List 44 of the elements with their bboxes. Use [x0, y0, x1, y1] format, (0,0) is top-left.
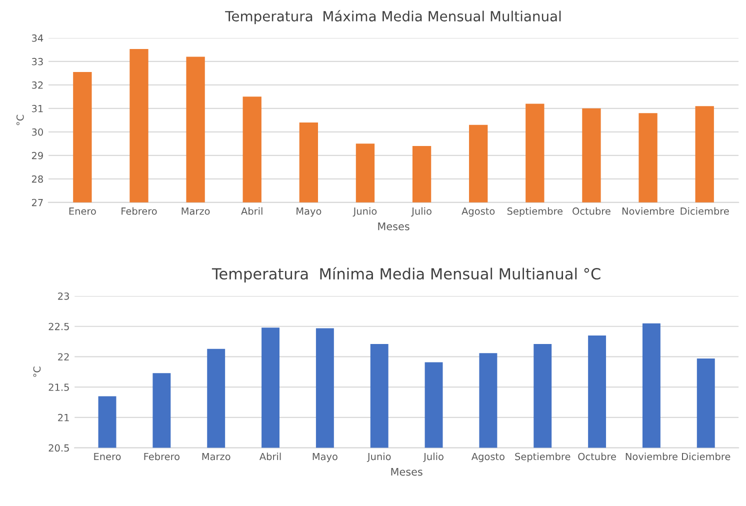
x-tick-label: Octubre — [578, 452, 616, 460]
y-tick-label: 32 — [32, 81, 43, 89]
x-tick-label: Agosto — [471, 452, 504, 462]
x-tick-label: Noviembre — [622, 207, 674, 215]
x-tick-label: Noviembre — [626, 452, 678, 460]
x-tick-label: Enero — [94, 452, 121, 460]
x-tick-label: Agosto — [462, 208, 495, 217]
x-tick-label: Mayo — [296, 208, 322, 217]
x-axis-title: Meses — [391, 468, 422, 476]
y-tick-label: 34 — [32, 34, 44, 42]
y-tick-label: 28 — [32, 175, 43, 183]
y-tick-label: 29 — [32, 152, 43, 160]
chart-title: Temperatura Máxima Media Mensual Multianual — [225, 10, 561, 24]
x-tick-label: Septiembre — [507, 207, 563, 217]
y-tick-label: 22.5 — [48, 322, 69, 330]
y-tick-label: 31 — [32, 104, 43, 112]
y-tick-label: 20.5 — [48, 444, 69, 452]
x-tick-label: Diciembre — [682, 452, 730, 460]
y-axis-title: °C — [33, 366, 41, 377]
y-tick-label: 22 — [58, 353, 69, 360]
x-tick-label: Junio — [352, 207, 377, 217]
y-tick-label: 21.5 — [48, 384, 69, 391]
x-tick-label: Julio — [423, 452, 444, 462]
y-tick-label: 21 — [58, 414, 69, 422]
x-tick-label: Julio — [411, 207, 432, 217]
x-tick-label: Mayo — [312, 452, 338, 462]
x-tick-label: Junio — [366, 452, 391, 462]
y-tick-label: 27 — [32, 198, 43, 206]
x-tick-label: Febrero — [122, 207, 157, 215]
x-tick-label: Marzo — [202, 452, 230, 460]
x-tick-label: Abril — [259, 452, 281, 460]
x-tick-label: Marzo — [182, 208, 210, 215]
y-tick-label: 30 — [32, 128, 43, 136]
y-tick-label: 23 — [58, 292, 69, 300]
y-axis-title: °C — [16, 114, 24, 126]
x-axis-title: Meses — [378, 222, 410, 230]
x-tick-label: Febrero — [144, 452, 180, 460]
x-tick-label: Septiembre — [515, 452, 570, 462]
x-tick-label: Abril — [241, 207, 262, 215]
y-tick-label: 33 — [32, 58, 43, 66]
x-tick-label: Diciembre — [680, 207, 729, 215]
x-tick-label: Octubre — [572, 207, 610, 215]
chart-title: Temperatura Mínima Media Mensual Multianual °C — [212, 267, 600, 283]
x-tick-label: Enero — [69, 208, 96, 215]
